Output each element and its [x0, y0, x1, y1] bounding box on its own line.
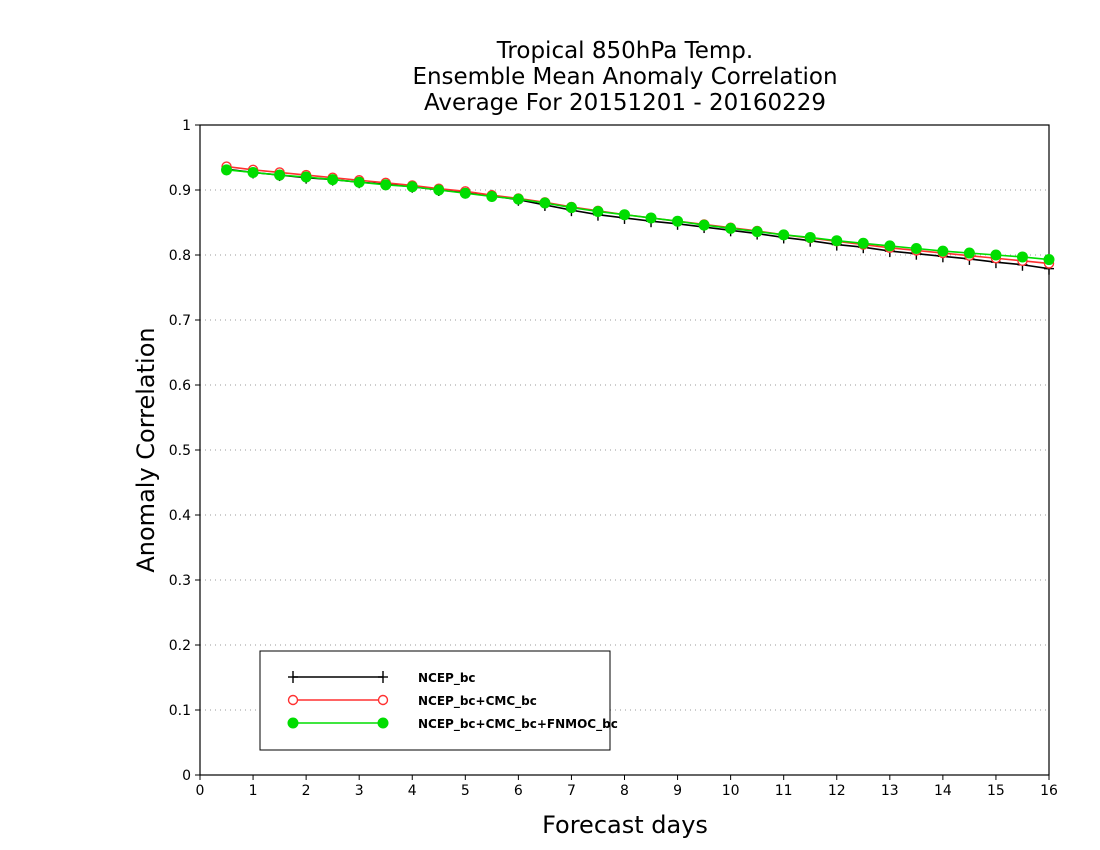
- y-tick-label: 1: [182, 118, 191, 134]
- x-tick-label: 7: [567, 783, 576, 799]
- axis-ticks: 00.10.20.30.40.50.60.70.80.910 1 2 3 4 5 6 7 8 9 1…: [169, 118, 1058, 799]
- y-tick-label: 0.5: [169, 443, 191, 459]
- x-tick-label: 13: [881, 783, 899, 799]
- x-tick-label: 10: [722, 783, 740, 799]
- y-tick-label: 0.9: [169, 183, 191, 199]
- x-tick-label: 8: [620, 783, 629, 799]
- x-tick-label: 3: [355, 783, 364, 799]
- x-tick-label: 16: [1040, 783, 1058, 799]
- y-tick-label: 0.6: [169, 378, 191, 394]
- title-line-3: Average For 20151201 - 20160229: [424, 90, 826, 116]
- data-point: [698, 219, 710, 231]
- x-tick-label: 2: [302, 783, 311, 799]
- data-point: [353, 176, 365, 188]
- legend-label: NCEP_bc: [418, 671, 476, 686]
- x-tick-label: 14: [934, 783, 952, 799]
- data-point: [857, 237, 869, 249]
- data-point: [433, 184, 445, 196]
- y-axis-label: Anomaly Correlation: [132, 327, 160, 572]
- data-point: [778, 229, 790, 241]
- legend-marker: [287, 694, 299, 706]
- data-point: [831, 235, 843, 247]
- data-point: [645, 212, 657, 224]
- x-tick-label: 11: [775, 783, 793, 799]
- series-lines: [221, 161, 1055, 275]
- data-point: [486, 191, 498, 202]
- y-tick-label: 0.3: [169, 573, 191, 589]
- y-tick-label: 0.7: [169, 313, 191, 329]
- data-point: [592, 205, 604, 217]
- data-point: [327, 174, 339, 186]
- legend-marker: [287, 717, 299, 729]
- data-point: [221, 164, 233, 176]
- legend-marker: [377, 717, 389, 729]
- data-point: [619, 209, 630, 221]
- data-point: [672, 215, 684, 227]
- data-point: [380, 179, 392, 191]
- x-tick-label: 5: [461, 783, 470, 799]
- series-2: [221, 164, 1055, 266]
- data-point: [512, 193, 524, 205]
- y-tick-label: 0: [182, 768, 191, 784]
- series-line: [226, 169, 1050, 261]
- data-point: [937, 245, 949, 257]
- x-tick-label: 6: [514, 783, 523, 799]
- x-tick-label: 9: [673, 783, 682, 799]
- title-line-2: Ensemble Mean Anomaly Correlation: [412, 64, 837, 90]
- data-point: [565, 202, 577, 214]
- y-tick-label: 0.2: [169, 638, 191, 654]
- x-axis-label: Forecast days: [542, 811, 708, 839]
- series-1: [221, 161, 1055, 269]
- x-tick-label: 0: [196, 783, 205, 799]
- data-point: [725, 222, 737, 234]
- legend-marker: [378, 671, 388, 683]
- series-line: [226, 168, 1050, 270]
- data-point: [459, 187, 471, 199]
- data-point: [751, 226, 763, 238]
- data-point: [406, 181, 418, 193]
- data-point: [539, 197, 551, 209]
- title-line-1: Tropical 850hPa Temp.: [496, 38, 753, 64]
- data-point: [274, 169, 286, 181]
- data-point: [963, 247, 975, 259]
- data-point: [247, 166, 259, 178]
- series-0: [221, 163, 1054, 275]
- chart-title: Tropical 850hPa Temp. Ensemble Mean Anom…: [412, 38, 837, 116]
- y-tick-label: 0.8: [169, 248, 191, 264]
- legend-label: NCEP_bc+CMC_bc+FNMOC_bc: [418, 717, 618, 732]
- x-tick-label: 4: [408, 783, 417, 799]
- y-tick-label: 0.1: [169, 703, 191, 719]
- legend-marker: [288, 671, 298, 683]
- x-tick-label: 1: [249, 783, 258, 799]
- legend-marker: [377, 694, 389, 706]
- data-point: [990, 249, 1002, 261]
- data-point: [884, 240, 896, 252]
- data-point: [300, 171, 312, 183]
- x-tick-label: 15: [987, 783, 1005, 799]
- data-point: [1043, 254, 1055, 266]
- grid-lines: [200, 189, 1049, 711]
- legend-label: NCEP_bc+CMC_bc: [418, 694, 537, 709]
- y-tick-label: 0.4: [169, 508, 191, 524]
- data-point: [804, 231, 816, 243]
- data-point: [910, 243, 922, 254]
- data-point: [1016, 251, 1028, 263]
- legend: NCEP_bc NCEP_bc+CMC_bc NCEP_bc+CMC_bc+FNMO…: [259, 650, 618, 751]
- x-tick-label: 12: [828, 783, 846, 799]
